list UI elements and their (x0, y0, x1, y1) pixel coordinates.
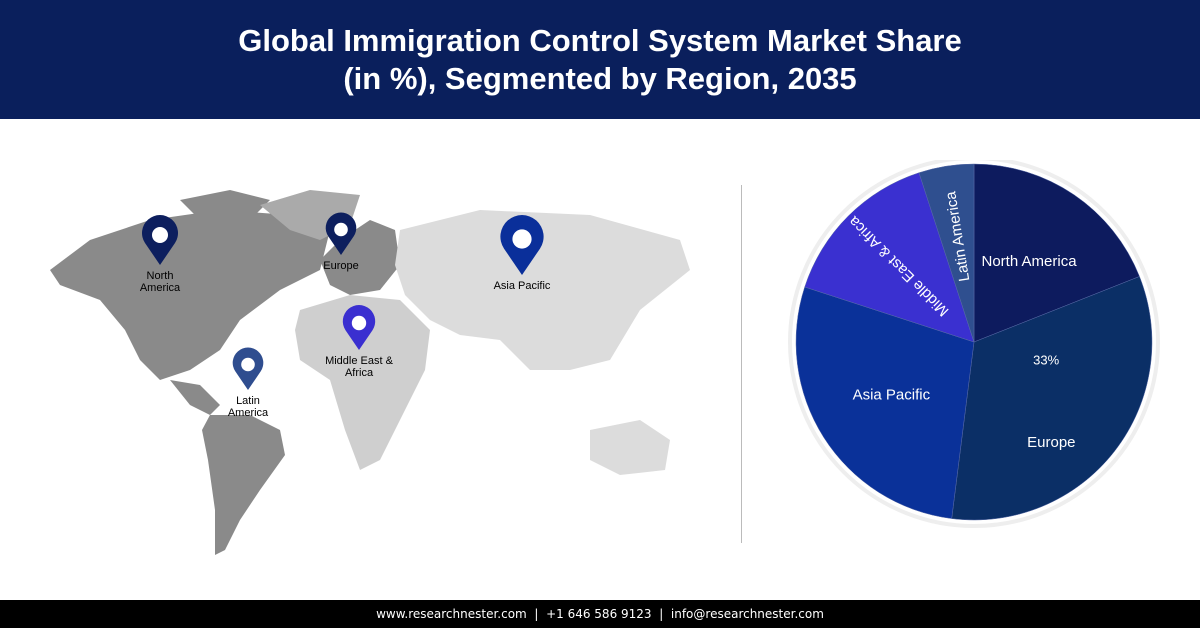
footer: www.researchnester.com | +1 646 586 9123… (0, 600, 1200, 628)
asia-shape (395, 210, 690, 370)
pie-slice-latin-america (918, 163, 975, 343)
pin-label: Middle East & (325, 355, 394, 367)
chart-title: Global Immigration Control System Market… (0, 0, 1200, 119)
divider (741, 185, 742, 543)
pie-slice-middle-east-africa (804, 172, 975, 343)
australia-shape (590, 420, 670, 475)
map-pin-middle-east-: Middle East &Africa (325, 305, 394, 379)
pin-label: Latin (236, 395, 260, 407)
title-line-1: Global Immigration Control System Market… (238, 23, 962, 58)
pie-slice-north-america (973, 163, 1140, 343)
pie-slice-europe (951, 276, 1153, 521)
pie-slice-asia-pacific (795, 286, 975, 519)
map-pin-europe: Europe (323, 212, 359, 272)
pin-label: Asia Pacific (494, 280, 551, 292)
americas (50, 190, 330, 555)
slice-label: Asia Pacific (853, 386, 931, 403)
pin-label: North (147, 270, 174, 282)
slice-label: North America (982, 253, 1078, 270)
footer-email[interactable]: info@researchnester.com (670, 607, 824, 621)
south-america-shape (202, 415, 285, 555)
pin-label-2: America (228, 407, 269, 419)
slice-value-label: 33% (1033, 353, 1059, 368)
footer-phone: +1 646 586 9123 (546, 607, 652, 621)
map-pin-asia-pacific: Asia Pacific (494, 215, 551, 292)
footer-website[interactable]: www.researchnester.com (376, 607, 527, 621)
north-america-shape (50, 210, 330, 380)
pin-label-2: Africa (345, 367, 374, 379)
title-line-2: (in %), Segmented by Region, 2035 (343, 61, 857, 96)
europe-shape (320, 220, 400, 295)
africa-shape (295, 295, 430, 470)
pin-label: Europe (323, 260, 358, 272)
slice-label: Europe (1027, 434, 1075, 451)
pin-label-2: America (140, 282, 181, 294)
